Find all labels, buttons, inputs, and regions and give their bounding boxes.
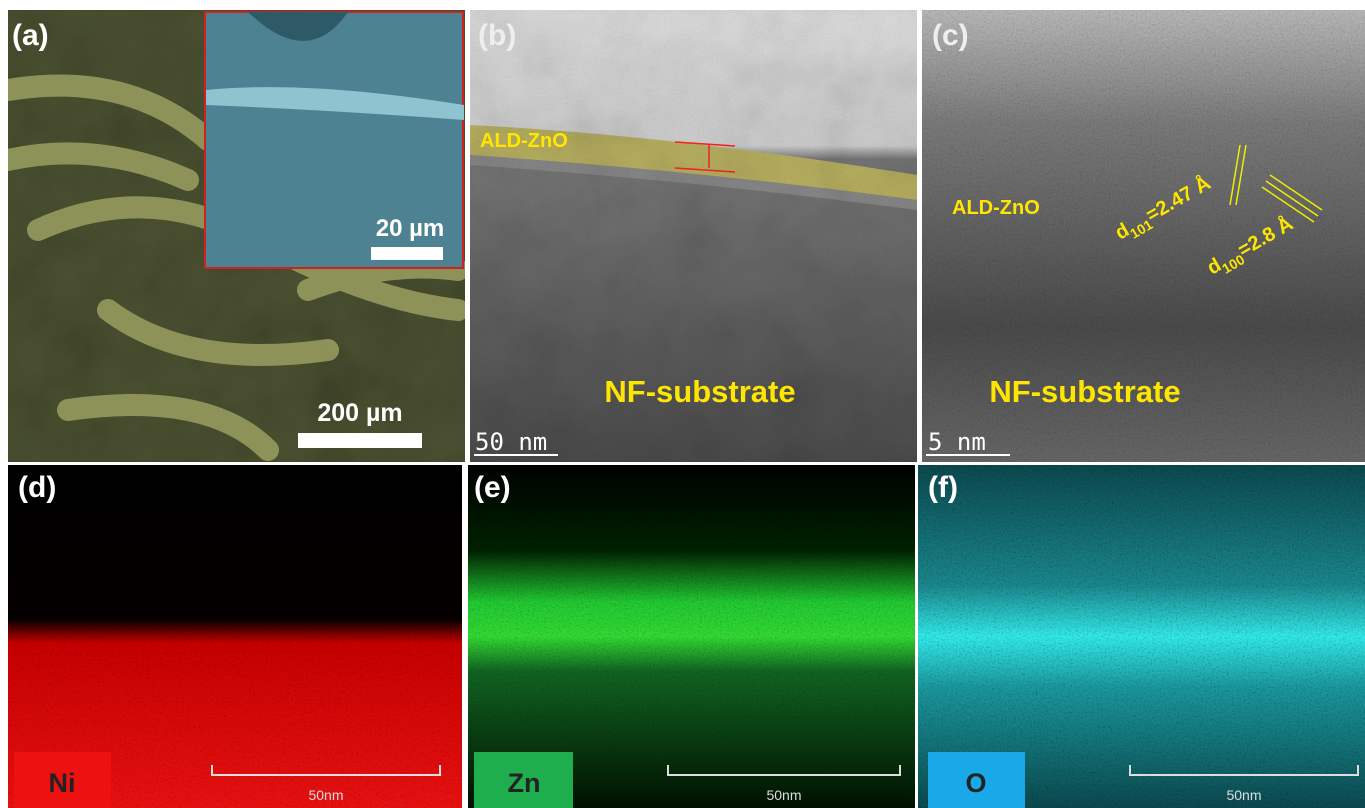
panel-label: (d) bbox=[18, 471, 56, 504]
scale-label: 50 nm bbox=[475, 428, 547, 456]
panel-label: (a) bbox=[12, 19, 49, 52]
layer-label: ALD-ZnO bbox=[480, 130, 568, 152]
panel-e bbox=[468, 465, 915, 808]
panel-label: (b) bbox=[478, 19, 516, 52]
substrate-label: NF-substrate bbox=[604, 374, 795, 409]
element-label: Ni bbox=[49, 768, 76, 798]
panel-d bbox=[8, 465, 462, 808]
panel-label: (f) bbox=[928, 471, 958, 504]
substrate-label: NF-substrate bbox=[989, 374, 1180, 409]
figure: (a) 20 µm 200 µm (b) ALD-ZnO NF-substrat… bbox=[0, 0, 1365, 808]
scale-label: 50nm bbox=[308, 787, 343, 803]
scale-label: 5 nm bbox=[928, 428, 986, 456]
element-label: O bbox=[965, 768, 986, 798]
layer-label: ALD-ZnO bbox=[952, 197, 1040, 219]
scale-label: 200 µm bbox=[317, 399, 402, 427]
element-label: Zn bbox=[508, 768, 541, 798]
inset-scale-label: 20 µm bbox=[376, 215, 445, 242]
panel-label: (e) bbox=[474, 471, 511, 504]
scale-label: 50nm bbox=[1226, 787, 1261, 803]
panel-f bbox=[918, 465, 1365, 808]
scale-label: 50nm bbox=[766, 787, 801, 803]
panel-label: (c) bbox=[932, 19, 969, 52]
